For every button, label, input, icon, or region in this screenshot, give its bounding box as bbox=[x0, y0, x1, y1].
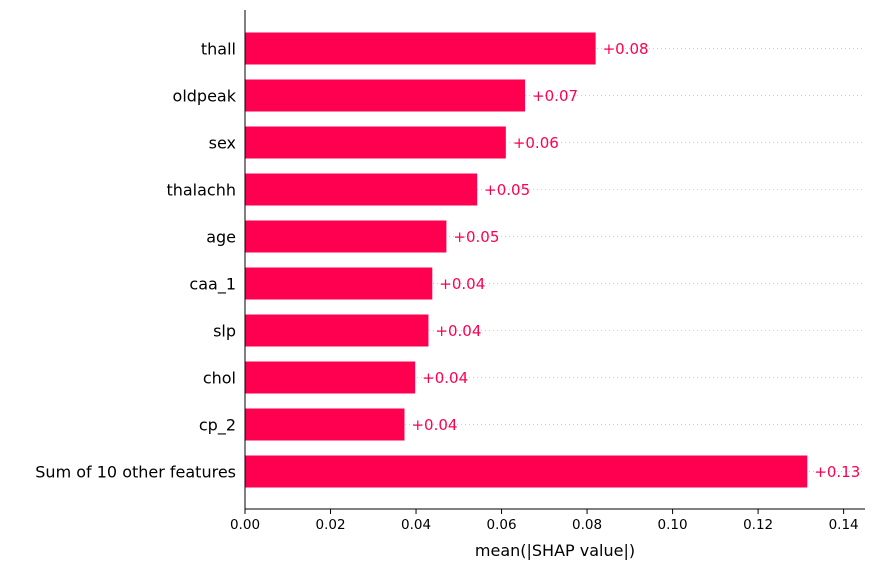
bar bbox=[245, 32, 596, 65]
bar bbox=[245, 361, 416, 394]
category-label: oldpeak bbox=[173, 87, 237, 106]
category-label: thall bbox=[201, 40, 236, 59]
value-label: +0.13 bbox=[814, 463, 860, 481]
bar bbox=[245, 314, 429, 347]
x-tick-label: 0.00 bbox=[230, 517, 260, 533]
value-label: +0.06 bbox=[513, 134, 559, 152]
value-labels: +0.08 +0.07 +0.06 +0.05 +0.05 +0.04 +0.04 +0.04… bbox=[411, 40, 860, 481]
value-label: +0.04 bbox=[439, 275, 485, 293]
category-label: age bbox=[206, 228, 236, 247]
bar bbox=[245, 173, 478, 206]
x-tick-label: 0.14 bbox=[829, 517, 859, 533]
category-label: Sum of 10 other features bbox=[35, 463, 236, 482]
category-label: sex bbox=[209, 134, 236, 153]
bar bbox=[245, 220, 447, 253]
category-label: chol bbox=[203, 369, 236, 388]
bar bbox=[245, 267, 433, 300]
bar bbox=[245, 126, 506, 159]
value-label: +0.04 bbox=[422, 369, 468, 387]
value-label: +0.08 bbox=[603, 40, 649, 58]
bars bbox=[245, 32, 808, 488]
category-label: slp bbox=[213, 322, 236, 341]
x-ticks: 0.00 0.02 0.04 0.06 0.08 0.10 0.12 0.14 bbox=[230, 509, 859, 533]
value-label: +0.05 bbox=[453, 228, 499, 246]
bar bbox=[245, 455, 808, 488]
x-tick-label: 0.02 bbox=[315, 517, 345, 533]
value-label: +0.07 bbox=[532, 87, 578, 105]
x-axis-title: mean(|SHAP value|) bbox=[475, 541, 635, 560]
category-label: thalachh bbox=[166, 181, 236, 200]
category-label: cp_2 bbox=[199, 416, 236, 436]
x-tick-label: 0.10 bbox=[658, 517, 688, 533]
x-tick-label: 0.04 bbox=[401, 517, 431, 533]
value-label: +0.04 bbox=[435, 322, 481, 340]
x-tick-label: 0.06 bbox=[487, 517, 517, 533]
row-guide-lines bbox=[245, 48, 865, 472]
category-label: caa_1 bbox=[189, 275, 236, 295]
x-tick-label: 0.12 bbox=[743, 517, 773, 533]
bar bbox=[245, 408, 405, 441]
value-label: +0.04 bbox=[411, 416, 457, 434]
value-label: +0.05 bbox=[484, 181, 530, 199]
bar bbox=[245, 79, 526, 112]
x-tick-label: 0.08 bbox=[572, 517, 602, 533]
